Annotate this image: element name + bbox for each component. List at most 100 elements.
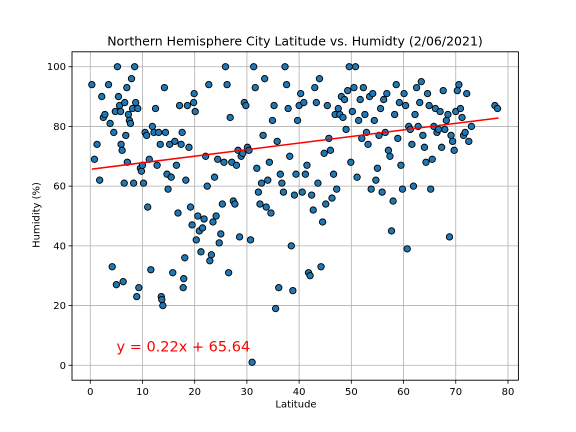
- x-tick-label: 0: [87, 387, 93, 398]
- data-point: [350, 83, 358, 92]
- data-point: [254, 188, 263, 196]
- data-point: [394, 134, 402, 143]
- data-point: [448, 137, 457, 146]
- gridlines: [72, 51, 519, 381]
- data-point: [347, 158, 355, 166]
- data-point: [391, 110, 399, 119]
- data-point: [340, 95, 349, 104]
- data-point: [450, 146, 458, 154]
- data-point: [177, 140, 185, 148]
- data-point: [348, 107, 357, 116]
- data-point: [131, 63, 139, 71]
- data-point: [181, 254, 189, 262]
- data-point: [370, 116, 378, 125]
- data-point: [359, 83, 367, 92]
- data-point: [354, 116, 363, 125]
- data-point: [306, 272, 314, 280]
- data-point: [389, 197, 397, 205]
- data-point: [356, 95, 364, 104]
- data-point: [493, 104, 502, 113]
- data-point: [224, 269, 233, 277]
- data-point: [158, 295, 166, 304]
- data-point: [398, 185, 407, 193]
- data-point: [124, 110, 133, 119]
- data-point: [458, 113, 466, 122]
- x-tick-label: 80: [502, 387, 515, 398]
- data-point: [169, 269, 177, 277]
- data-point: [144, 203, 152, 211]
- data-point: [323, 101, 331, 110]
- data-point: [133, 292, 141, 301]
- y-tick-label: 80: [53, 122, 66, 133]
- data-point: [268, 116, 277, 125]
- data-point: [188, 221, 196, 229]
- data-point: [143, 131, 151, 140]
- data-point: [289, 286, 297, 295]
- data-point: [453, 86, 461, 95]
- data-point: [439, 86, 447, 95]
- data-point: [273, 137, 281, 146]
- data-point: [186, 203, 195, 211]
- data-point: [232, 161, 241, 169]
- data-point: [436, 107, 444, 116]
- data-point: [192, 236, 200, 244]
- data-point: [185, 143, 193, 151]
- data-point: [259, 131, 267, 140]
- data-point: [153, 161, 161, 169]
- data-point: [121, 98, 129, 107]
- data-point: [171, 137, 179, 146]
- data-point: [265, 158, 274, 166]
- data-point: [116, 107, 125, 116]
- data-point: [361, 110, 369, 119]
- data-point: [156, 140, 164, 148]
- data-point: [403, 245, 411, 253]
- data-point: [191, 107, 199, 116]
- data-point: [118, 146, 126, 154]
- data-point: [194, 212, 202, 220]
- data-point: [441, 125, 449, 134]
- data-point: [417, 78, 425, 86]
- data-point: [400, 89, 408, 98]
- x-axis-ticks: 0 10 20 30 40 50 60 70 80: [87, 380, 514, 398]
- data-point: [98, 92, 106, 101]
- data-point: [434, 125, 443, 134]
- data-point: [344, 86, 352, 95]
- data-point: [113, 63, 122, 71]
- data-point: [132, 98, 140, 107]
- data-point: [281, 63, 289, 71]
- data-point: [134, 104, 142, 113]
- data-point: [231, 200, 239, 208]
- data-point: [287, 242, 295, 250]
- data-point: [88, 80, 96, 89]
- data-point: [447, 131, 455, 140]
- data-point: [179, 284, 187, 292]
- data-point: [367, 185, 375, 193]
- data-point: [123, 83, 131, 92]
- data-point: [412, 83, 421, 92]
- data-point: [326, 146, 335, 154]
- data-point: [275, 284, 283, 292]
- data-point: [256, 200, 264, 208]
- data-point: [315, 75, 324, 83]
- data-point: [137, 167, 146, 175]
- data-point: [148, 122, 157, 131]
- data-point: [172, 161, 181, 169]
- data-point: [207, 251, 216, 259]
- data-point: [425, 101, 433, 110]
- data-point: [342, 125, 350, 134]
- data-point: [373, 164, 382, 172]
- data-point: [456, 104, 465, 113]
- data-point: [397, 161, 405, 169]
- data-point: [139, 179, 148, 187]
- data-point: [147, 266, 155, 274]
- data-point: [312, 98, 320, 107]
- x-tick-label: 70: [449, 387, 462, 398]
- data-point: [307, 191, 316, 199]
- data-point: [411, 110, 419, 119]
- data-point: [101, 110, 109, 119]
- data-point: [246, 236, 255, 244]
- data-point: [442, 116, 450, 125]
- data-point: [395, 98, 404, 107]
- data-point: [214, 155, 222, 163]
- data-point: [408, 140, 416, 148]
